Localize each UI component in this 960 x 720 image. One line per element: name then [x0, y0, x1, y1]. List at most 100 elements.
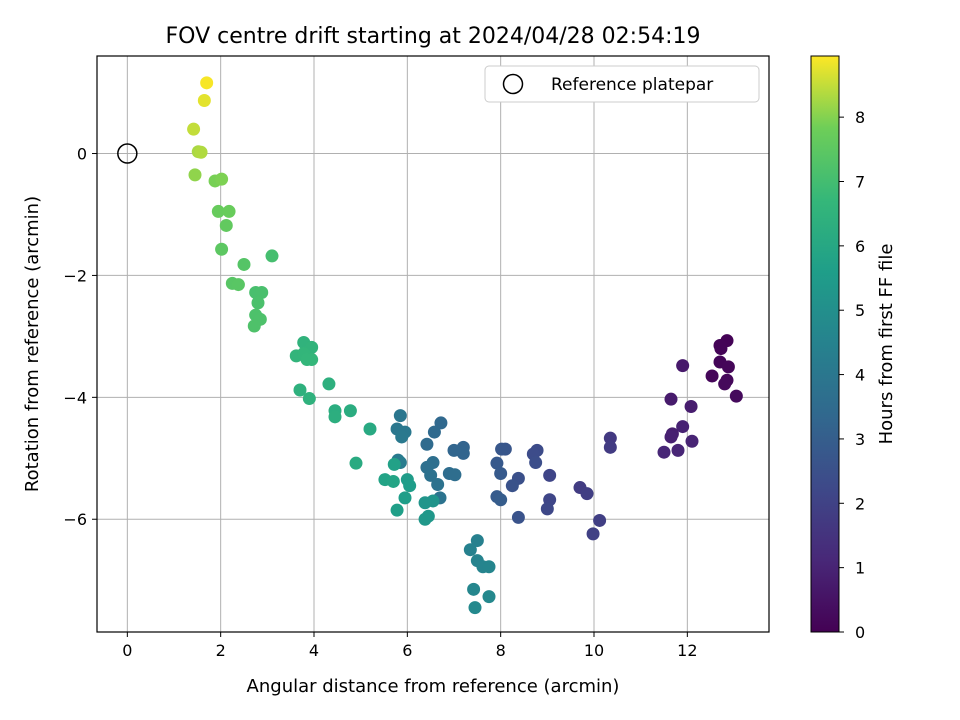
grid — [97, 56, 769, 632]
data-point — [721, 360, 735, 374]
y-tick-label: −4 — [63, 388, 87, 407]
data-point — [363, 422, 377, 436]
data-point — [657, 445, 671, 459]
data-point — [511, 510, 525, 524]
data-point — [395, 430, 409, 444]
x-tick-label: 4 — [309, 641, 319, 660]
colorbar — [810, 55, 840, 633]
x-tick-label: 0 — [122, 641, 132, 660]
y-tick-label: −6 — [63, 510, 87, 529]
data-point — [431, 477, 445, 491]
data-point — [482, 560, 496, 574]
data-point — [729, 389, 743, 403]
data-point — [293, 383, 307, 397]
data-point — [219, 218, 233, 232]
data-point — [197, 93, 211, 107]
colorbar-tick-label: 7 — [855, 172, 865, 191]
data-point — [664, 392, 678, 406]
data-point — [265, 249, 279, 263]
reference-marker — [117, 143, 138, 164]
legend-box — [484, 65, 760, 103]
data-point — [463, 543, 477, 557]
data-point — [387, 457, 401, 471]
data-point — [603, 431, 617, 445]
colorbar-tick-label: 8 — [855, 108, 865, 127]
data-point — [231, 278, 245, 292]
data-point — [705, 369, 719, 383]
data-point — [494, 467, 508, 481]
x-tick-label: 6 — [402, 641, 412, 660]
reference-point — [117, 143, 138, 164]
plot-frame — [96, 55, 770, 633]
data-point — [671, 443, 685, 457]
data-point — [447, 443, 461, 457]
legend: Reference platepar — [484, 65, 760, 103]
data-point — [200, 76, 214, 90]
data-point — [580, 487, 594, 501]
data-point — [505, 479, 519, 493]
colorbar-tick-label: 3 — [855, 430, 865, 449]
data-point — [540, 502, 554, 516]
x-axis-label: Angular distance from reference (arcmin) — [247, 676, 620, 697]
data-point — [328, 410, 342, 424]
chart-title: FOV centre drift starting at 2024/04/28 … — [166, 24, 701, 49]
data-point — [222, 204, 236, 218]
data-point — [418, 512, 432, 526]
data-point — [305, 353, 319, 367]
data-point — [529, 456, 543, 470]
data-point — [495, 442, 509, 456]
data-point — [420, 437, 434, 451]
data-point — [393, 409, 407, 423]
data-points — [187, 76, 743, 615]
data-point — [215, 172, 229, 186]
data-point — [251, 296, 265, 310]
data-point — [714, 342, 728, 356]
data-point — [434, 416, 448, 430]
data-point — [349, 456, 363, 470]
data-point — [237, 257, 251, 271]
data-point — [215, 242, 229, 256]
x-tick-label: 8 — [496, 641, 506, 660]
colorbar-tick-label: 0 — [855, 623, 865, 642]
data-point — [386, 474, 400, 488]
data-point — [490, 456, 504, 470]
data-point — [343, 404, 357, 418]
data-point — [482, 590, 496, 604]
data-point — [494, 493, 508, 507]
data-point — [188, 168, 202, 182]
data-point — [467, 582, 481, 596]
data-point — [468, 601, 482, 615]
data-point — [470, 534, 484, 548]
colorbar-ticks: 0 1 2 3 4 5 6 7 8 — [839, 108, 865, 642]
colorbar-tick-label: 1 — [855, 559, 865, 578]
data-point — [194, 145, 208, 159]
colorbar-tick-label: 2 — [855, 494, 865, 513]
data-point — [398, 491, 412, 505]
colorbar-tick-label: 4 — [855, 366, 865, 385]
data-point — [684, 399, 698, 413]
data-point — [676, 420, 690, 434]
data-point — [718, 377, 732, 391]
x-tick-label: 2 — [216, 641, 226, 660]
data-point — [302, 392, 316, 406]
data-point — [247, 319, 261, 333]
y-axis-ticks: −6 −4 −2 0 — [63, 145, 97, 529]
data-point — [403, 479, 417, 493]
data-point — [593, 513, 607, 527]
data-point — [664, 430, 678, 444]
legend-label: Reference platepar — [551, 75, 713, 95]
x-tick-label: 10 — [584, 641, 604, 660]
data-point — [322, 377, 336, 391]
y-tick-label: −2 — [63, 266, 87, 285]
data-point — [187, 122, 201, 136]
colorbar-tick-label: 5 — [855, 301, 865, 320]
x-axis-ticks: 0 2 4 6 8 10 12 — [122, 632, 698, 660]
y-tick-label: 0 — [77, 145, 87, 164]
data-point — [255, 285, 269, 299]
x-tick-label: 12 — [677, 641, 697, 660]
data-point — [676, 359, 690, 373]
data-point — [543, 468, 557, 482]
data-point — [603, 440, 617, 454]
colorbar-tick-label: 6 — [855, 237, 865, 256]
